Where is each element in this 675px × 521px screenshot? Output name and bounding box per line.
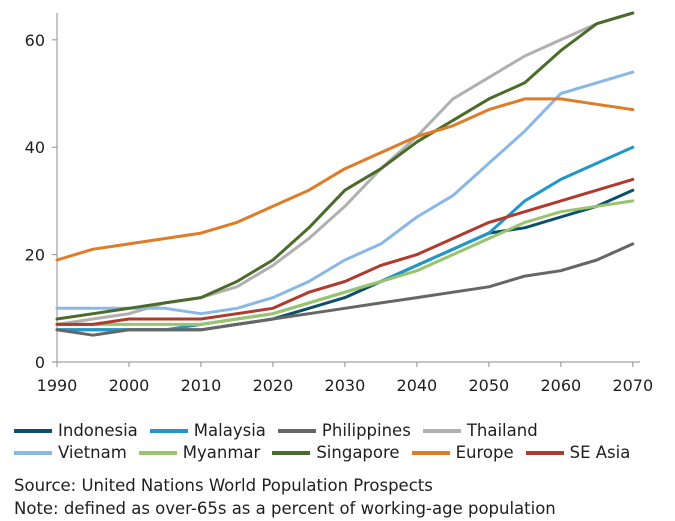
legend-swatch [272, 451, 311, 455]
legend-label: Indonesia [58, 421, 138, 440]
legend-row: Vietnam Myanmar Singapore Europe SE Asia [14, 442, 664, 464]
y-tick-label: 40 [25, 138, 45, 157]
y-tick-label: 20 [25, 246, 45, 265]
x-tick-label: 2000 [109, 376, 150, 395]
x-tick-label: 2060 [540, 376, 581, 395]
legend-label: Philippines [321, 421, 411, 440]
series-line-vietnam [55, 70, 635, 316]
legend-swatch [411, 451, 450, 455]
y-tick-label: 60 [25, 31, 45, 50]
legend-swatch [149, 429, 188, 433]
series-line-se-asia [55, 177, 635, 326]
definition-note: Note: defined as over-65s as a percent o… [14, 499, 556, 518]
legend-label: Singapore [316, 443, 400, 462]
legend-item-malaysia: Malaysia [149, 420, 266, 442]
series-line-malaysia [55, 145, 635, 332]
legend-item-philippines: Philippines [277, 420, 411, 442]
series-line-singapore [55, 11, 635, 321]
legend-label: Thailand [466, 421, 538, 440]
x-tick-label: 2040 [397, 376, 438, 395]
x-tick-label: 1990 [37, 376, 78, 395]
legend: Indonesia Malaysia Philippines Thailand Vie… [14, 420, 664, 464]
y-tick-label: 0 [35, 353, 45, 372]
series-layer [55, 11, 635, 337]
legend-item-singapore: Singapore [272, 442, 400, 464]
legend-item-myanmar: Myanmar [138, 442, 261, 464]
series-line-myanmar [55, 199, 635, 326]
x-tick-label: 2020 [253, 376, 294, 395]
legend-swatch [14, 429, 52, 433]
legend-row: Indonesia Malaysia Philippines Thailand [14, 420, 664, 442]
legend-label: SE Asia [569, 443, 631, 462]
legend-label: Myanmar [182, 443, 261, 462]
x-tick-label: 2050 [468, 376, 509, 395]
legend-label: Europe [455, 443, 514, 462]
legend-swatch [138, 451, 177, 455]
legend-label: Vietnam [58, 443, 127, 462]
legend-label: Malaysia [193, 421, 266, 440]
legend-swatch [277, 429, 316, 433]
legend-item-indonesia: Indonesia [14, 420, 138, 442]
series-line-europe [55, 97, 635, 262]
x-tick-label: 2070 [612, 376, 653, 395]
chart-notes: Source: United Nations World Population … [14, 474, 556, 520]
legend-item-vietnam: Vietnam [14, 442, 127, 464]
legend-item-europe: Europe [411, 442, 514, 464]
x-tick-label: 2030 [325, 376, 366, 395]
source-note: Source: United Nations World Population … [14, 476, 433, 495]
legend-item-se-asia: SE Asia [525, 442, 631, 464]
legend-swatch [14, 451, 52, 455]
legend-swatch [422, 429, 461, 433]
series-line-philippines [55, 242, 635, 337]
legend-item-thailand: Thailand [422, 420, 538, 442]
x-tick-label: 2010 [181, 376, 222, 395]
legend-swatch [525, 451, 564, 455]
series-line-thailand [55, 11, 635, 326]
